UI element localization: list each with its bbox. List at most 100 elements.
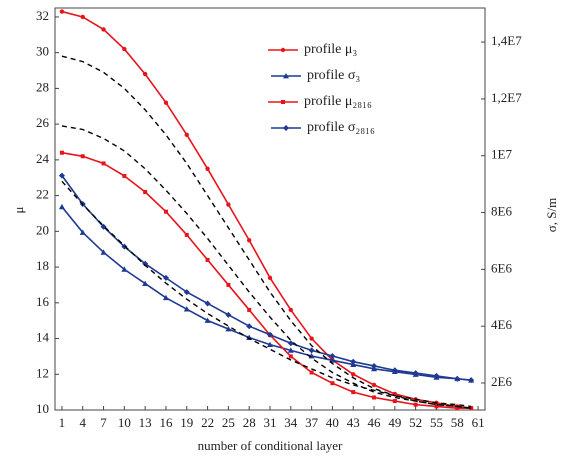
- data-point: [225, 326, 232, 332]
- data-point: [226, 282, 231, 287]
- data-point: [267, 275, 273, 280]
- data-point: [80, 154, 85, 159]
- data-point: [184, 132, 189, 138]
- data-point: [101, 27, 106, 32]
- y-tick-label: 28: [36, 79, 49, 94]
- y2-tick-label: 4E6: [491, 317, 512, 332]
- x-tick-label: 43: [347, 415, 360, 430]
- x-tick-label: 1: [59, 415, 66, 430]
- series-line: [61, 175, 472, 381]
- y2-tick-label: 6E6: [491, 260, 512, 275]
- data-point: [247, 307, 252, 312]
- data-point: [371, 382, 377, 388]
- data-point: [58, 172, 65, 179]
- legend-label: profile μ₂₈₁₆: [304, 94, 372, 109]
- data-point: [308, 347, 315, 354]
- data-point: [204, 317, 211, 323]
- x-tick-label: 52: [409, 415, 422, 430]
- y2-tick-label: 1,2E7: [491, 90, 522, 105]
- data-point: [287, 347, 294, 353]
- data-point: [309, 336, 314, 341]
- data-point: [351, 372, 356, 377]
- y-axis-label: μ: [11, 206, 26, 213]
- x-tick-label: 19: [180, 415, 193, 430]
- y-tick-label: 30: [36, 44, 49, 59]
- data-point: [309, 370, 314, 375]
- y2-axis-label: σ, S/m: [544, 198, 559, 232]
- x-tick-label: 7: [100, 415, 107, 430]
- data-point: [433, 372, 440, 379]
- y2-tick-label: 1E7: [491, 147, 512, 162]
- data-point: [143, 190, 148, 195]
- data-point: [287, 340, 294, 347]
- y2-tick-label: 2E6: [491, 374, 512, 389]
- legend-marker: [283, 73, 289, 79]
- data-point: [372, 395, 377, 400]
- series-line: [61, 151, 472, 410]
- data-point: [225, 311, 232, 318]
- y-tick-label: 24: [36, 151, 50, 166]
- x-tick-label: 58: [451, 415, 464, 430]
- data-point: [412, 370, 419, 377]
- y-tick-label: 26: [36, 115, 50, 130]
- data-point: [59, 150, 64, 155]
- x-tick-label: 10: [118, 415, 131, 430]
- data-point: [162, 274, 169, 281]
- x-tick-label: 31: [264, 415, 277, 430]
- data-point: [142, 280, 149, 286]
- data-point: [101, 161, 106, 166]
- data-point: [434, 404, 439, 409]
- y-tick-label: 14: [36, 330, 50, 345]
- y-tick-label: 12: [36, 365, 49, 380]
- series-line: [61, 180, 472, 408]
- y2-tick-label: 8E6: [491, 204, 512, 219]
- data-point: [80, 14, 85, 20]
- legend-label: profile σ₃: [307, 68, 360, 83]
- data-point: [391, 367, 398, 374]
- data-point: [288, 307, 294, 313]
- x-tick-label: 40: [326, 415, 339, 430]
- data-point: [204, 300, 211, 307]
- data-point: [350, 358, 357, 365]
- data-point: [163, 209, 168, 214]
- x-tick-label: 49: [388, 415, 401, 430]
- x-tick-label: 16: [159, 415, 173, 430]
- series-line: [61, 206, 472, 381]
- data-point: [454, 375, 461, 382]
- y-tick-label: 20: [36, 222, 49, 237]
- data-point: [468, 377, 475, 384]
- data-point: [246, 238, 252, 243]
- y-tick-label: 22: [36, 187, 49, 202]
- data-point: [205, 257, 210, 262]
- x-tick-label: 25: [222, 415, 235, 430]
- legend-marker: [281, 100, 285, 104]
- data-point: [79, 229, 86, 235]
- data-point: [455, 406, 460, 411]
- x-tick-label: 13: [139, 415, 152, 430]
- data-point: [163, 100, 169, 105]
- y-tick-label: 10: [36, 401, 49, 416]
- data-point: [184, 232, 189, 237]
- data-point: [142, 71, 148, 77]
- x-tick-label: 28: [243, 415, 256, 430]
- data-point: [183, 289, 190, 296]
- data-point: [330, 381, 335, 386]
- data-point: [226, 202, 231, 207]
- data-point: [413, 402, 418, 407]
- x-tick-label: 22: [201, 415, 214, 430]
- x-tick-label: 61: [472, 415, 485, 430]
- data-point: [329, 357, 336, 363]
- series-line: [61, 55, 472, 409]
- data-point: [58, 203, 65, 210]
- data-point: [329, 353, 336, 360]
- x-tick-label: 37: [305, 415, 319, 430]
- data-point: [100, 249, 107, 255]
- x-tick-label: 34: [284, 415, 298, 430]
- legend-label: profile μ₃: [304, 42, 357, 57]
- x-tick-label: 4: [79, 415, 86, 430]
- series-line: [61, 10, 472, 410]
- data-point: [121, 243, 128, 250]
- data-point: [142, 260, 149, 267]
- data-point: [267, 331, 273, 338]
